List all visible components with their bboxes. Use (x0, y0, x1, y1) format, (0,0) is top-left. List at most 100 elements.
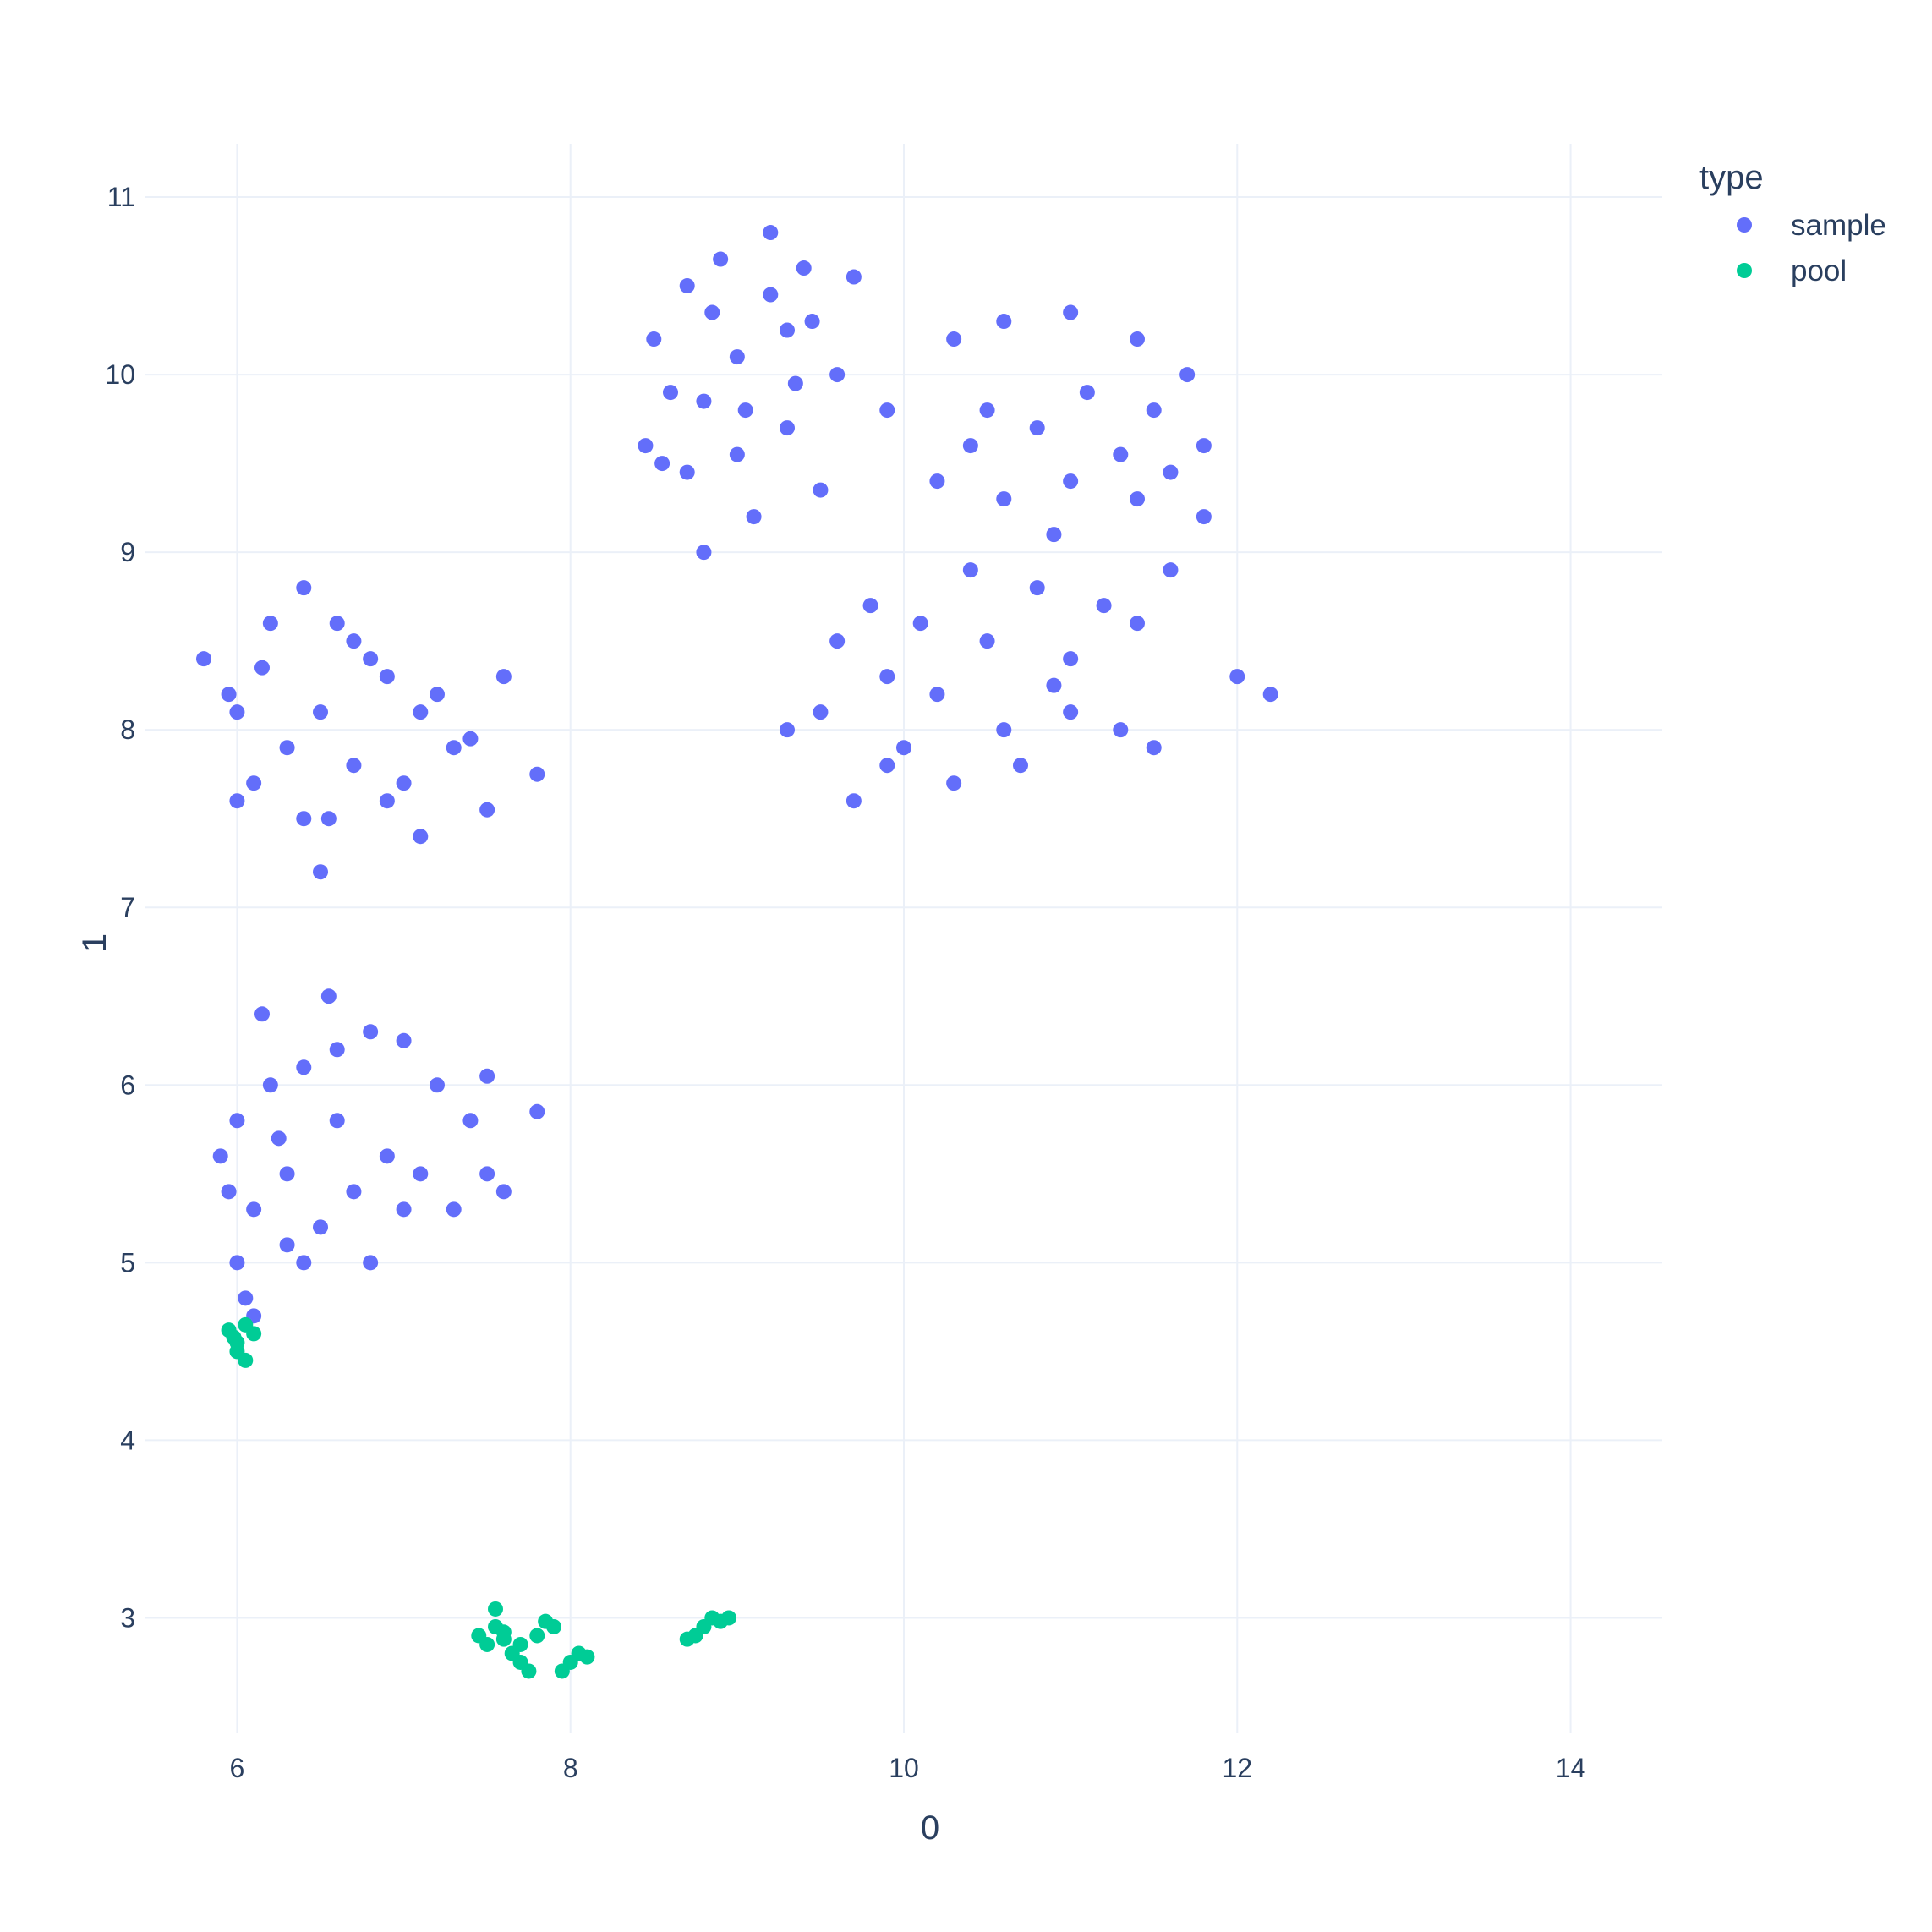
sample-point[interactable] (229, 1255, 244, 1270)
sample-point[interactable] (846, 270, 862, 285)
sample-point[interactable] (496, 669, 512, 684)
sample-point[interactable] (479, 1166, 495, 1181)
sample-point[interactable] (313, 704, 328, 720)
sample-point[interactable] (330, 1113, 345, 1128)
sample-point[interactable] (1013, 758, 1028, 773)
sample-point[interactable] (763, 225, 778, 240)
sample-point[interactable] (696, 545, 711, 560)
sample-point[interactable] (680, 465, 695, 480)
sample-point[interactable] (280, 740, 295, 755)
sample-point[interactable] (996, 722, 1011, 737)
sample-point[interactable] (229, 704, 244, 720)
sample-point[interactable] (229, 793, 244, 808)
legend-label-pool[interactable]: pool (1791, 254, 1847, 287)
sample-point[interactable] (963, 562, 978, 577)
sample-point[interactable] (980, 633, 995, 649)
sample-point[interactable] (730, 447, 745, 462)
sample-point[interactable] (1063, 704, 1078, 720)
sample-point[interactable] (413, 704, 428, 720)
sample-point[interactable] (1030, 420, 1045, 435)
sample-point[interactable] (929, 687, 944, 702)
sample-point[interactable] (363, 651, 378, 666)
sample-point[interactable] (963, 438, 978, 453)
sample-point[interactable] (1130, 616, 1145, 631)
sample-point[interactable] (929, 473, 944, 489)
sample-point[interactable] (1046, 527, 1061, 542)
sample-point[interactable] (704, 305, 720, 320)
sample-point[interactable] (996, 314, 1011, 329)
sample-point[interactable] (1063, 473, 1078, 489)
sample-point[interactable] (747, 509, 762, 524)
sample-point[interactable] (738, 402, 753, 418)
sample-point[interactable] (363, 1024, 378, 1039)
sample-point[interactable] (271, 1130, 287, 1146)
sample-point[interactable] (1263, 687, 1278, 702)
sample-point[interactable] (1130, 491, 1145, 506)
sample-point[interactable] (397, 1033, 412, 1048)
sample-point[interactable] (196, 651, 211, 666)
sample-point[interactable] (879, 669, 895, 684)
sample-point[interactable] (296, 1059, 311, 1075)
sample-point[interactable] (462, 731, 478, 747)
sample-point[interactable] (313, 864, 328, 879)
sample-point[interactable] (296, 811, 311, 826)
sample-point[interactable] (413, 1166, 428, 1181)
sample-point[interactable] (813, 483, 828, 498)
sample-point[interactable] (363, 1255, 378, 1270)
sample-point[interactable] (780, 722, 795, 737)
sample-point[interactable] (330, 616, 345, 631)
sample-point[interactable] (1097, 598, 1112, 613)
sample-point[interactable] (263, 1077, 278, 1092)
pool-point[interactable] (529, 1628, 545, 1643)
pool-point[interactable] (238, 1353, 253, 1368)
sample-point[interactable] (330, 1042, 345, 1057)
sample-point[interactable] (654, 456, 670, 471)
sample-point[interactable] (254, 1006, 270, 1021)
sample-point[interactable] (713, 252, 728, 267)
sample-point[interactable] (638, 438, 653, 453)
sample-point[interactable] (529, 767, 545, 782)
sample-point[interactable] (896, 740, 911, 755)
sample-point[interactable] (446, 1201, 462, 1217)
sample-point[interactable] (462, 1113, 478, 1128)
sample-point[interactable] (222, 687, 237, 702)
sample-point[interactable] (1063, 305, 1078, 320)
sample-point[interactable] (479, 802, 495, 818)
sample-point[interactable] (346, 1184, 361, 1199)
sample-point[interactable] (397, 775, 412, 791)
sample-point[interactable] (380, 793, 395, 808)
sample-point[interactable] (1229, 669, 1245, 684)
sample-point[interactable] (446, 740, 462, 755)
sample-point[interactable] (946, 331, 961, 347)
sample-point[interactable] (479, 1069, 495, 1084)
sample-point[interactable] (1147, 740, 1162, 755)
pool-point[interactable] (479, 1637, 495, 1652)
pool-point[interactable] (521, 1663, 536, 1678)
sample-point[interactable] (254, 660, 270, 676)
sample-point[interactable] (780, 323, 795, 338)
sample-point[interactable] (346, 633, 361, 649)
pool-point[interactable] (721, 1610, 736, 1625)
sample-point[interactable] (1147, 402, 1162, 418)
sample-point[interactable] (1080, 385, 1095, 400)
legend-label-sample[interactable]: sample (1791, 209, 1886, 242)
sample-point[interactable] (280, 1166, 295, 1181)
pool-point[interactable] (246, 1326, 261, 1341)
sample-point[interactable] (1046, 678, 1061, 693)
sample-point[interactable] (1113, 447, 1128, 462)
sample-point[interactable] (1063, 651, 1078, 666)
sample-point[interactable] (696, 394, 711, 409)
sample-point[interactable] (1130, 331, 1145, 347)
legend-marker-sample[interactable] (1737, 217, 1752, 233)
sample-point[interactable] (529, 1104, 545, 1119)
sample-point[interactable] (730, 349, 745, 364)
sample-point[interactable] (996, 491, 1011, 506)
sample-point[interactable] (213, 1148, 228, 1163)
pool-point[interactable] (579, 1650, 594, 1665)
sample-point[interactable] (238, 1290, 253, 1305)
sample-point[interactable] (763, 287, 778, 303)
sample-point[interactable] (796, 260, 812, 276)
sample-point[interactable] (296, 580, 311, 595)
pool-point[interactable] (546, 1619, 561, 1634)
sample-point[interactable] (788, 376, 803, 391)
